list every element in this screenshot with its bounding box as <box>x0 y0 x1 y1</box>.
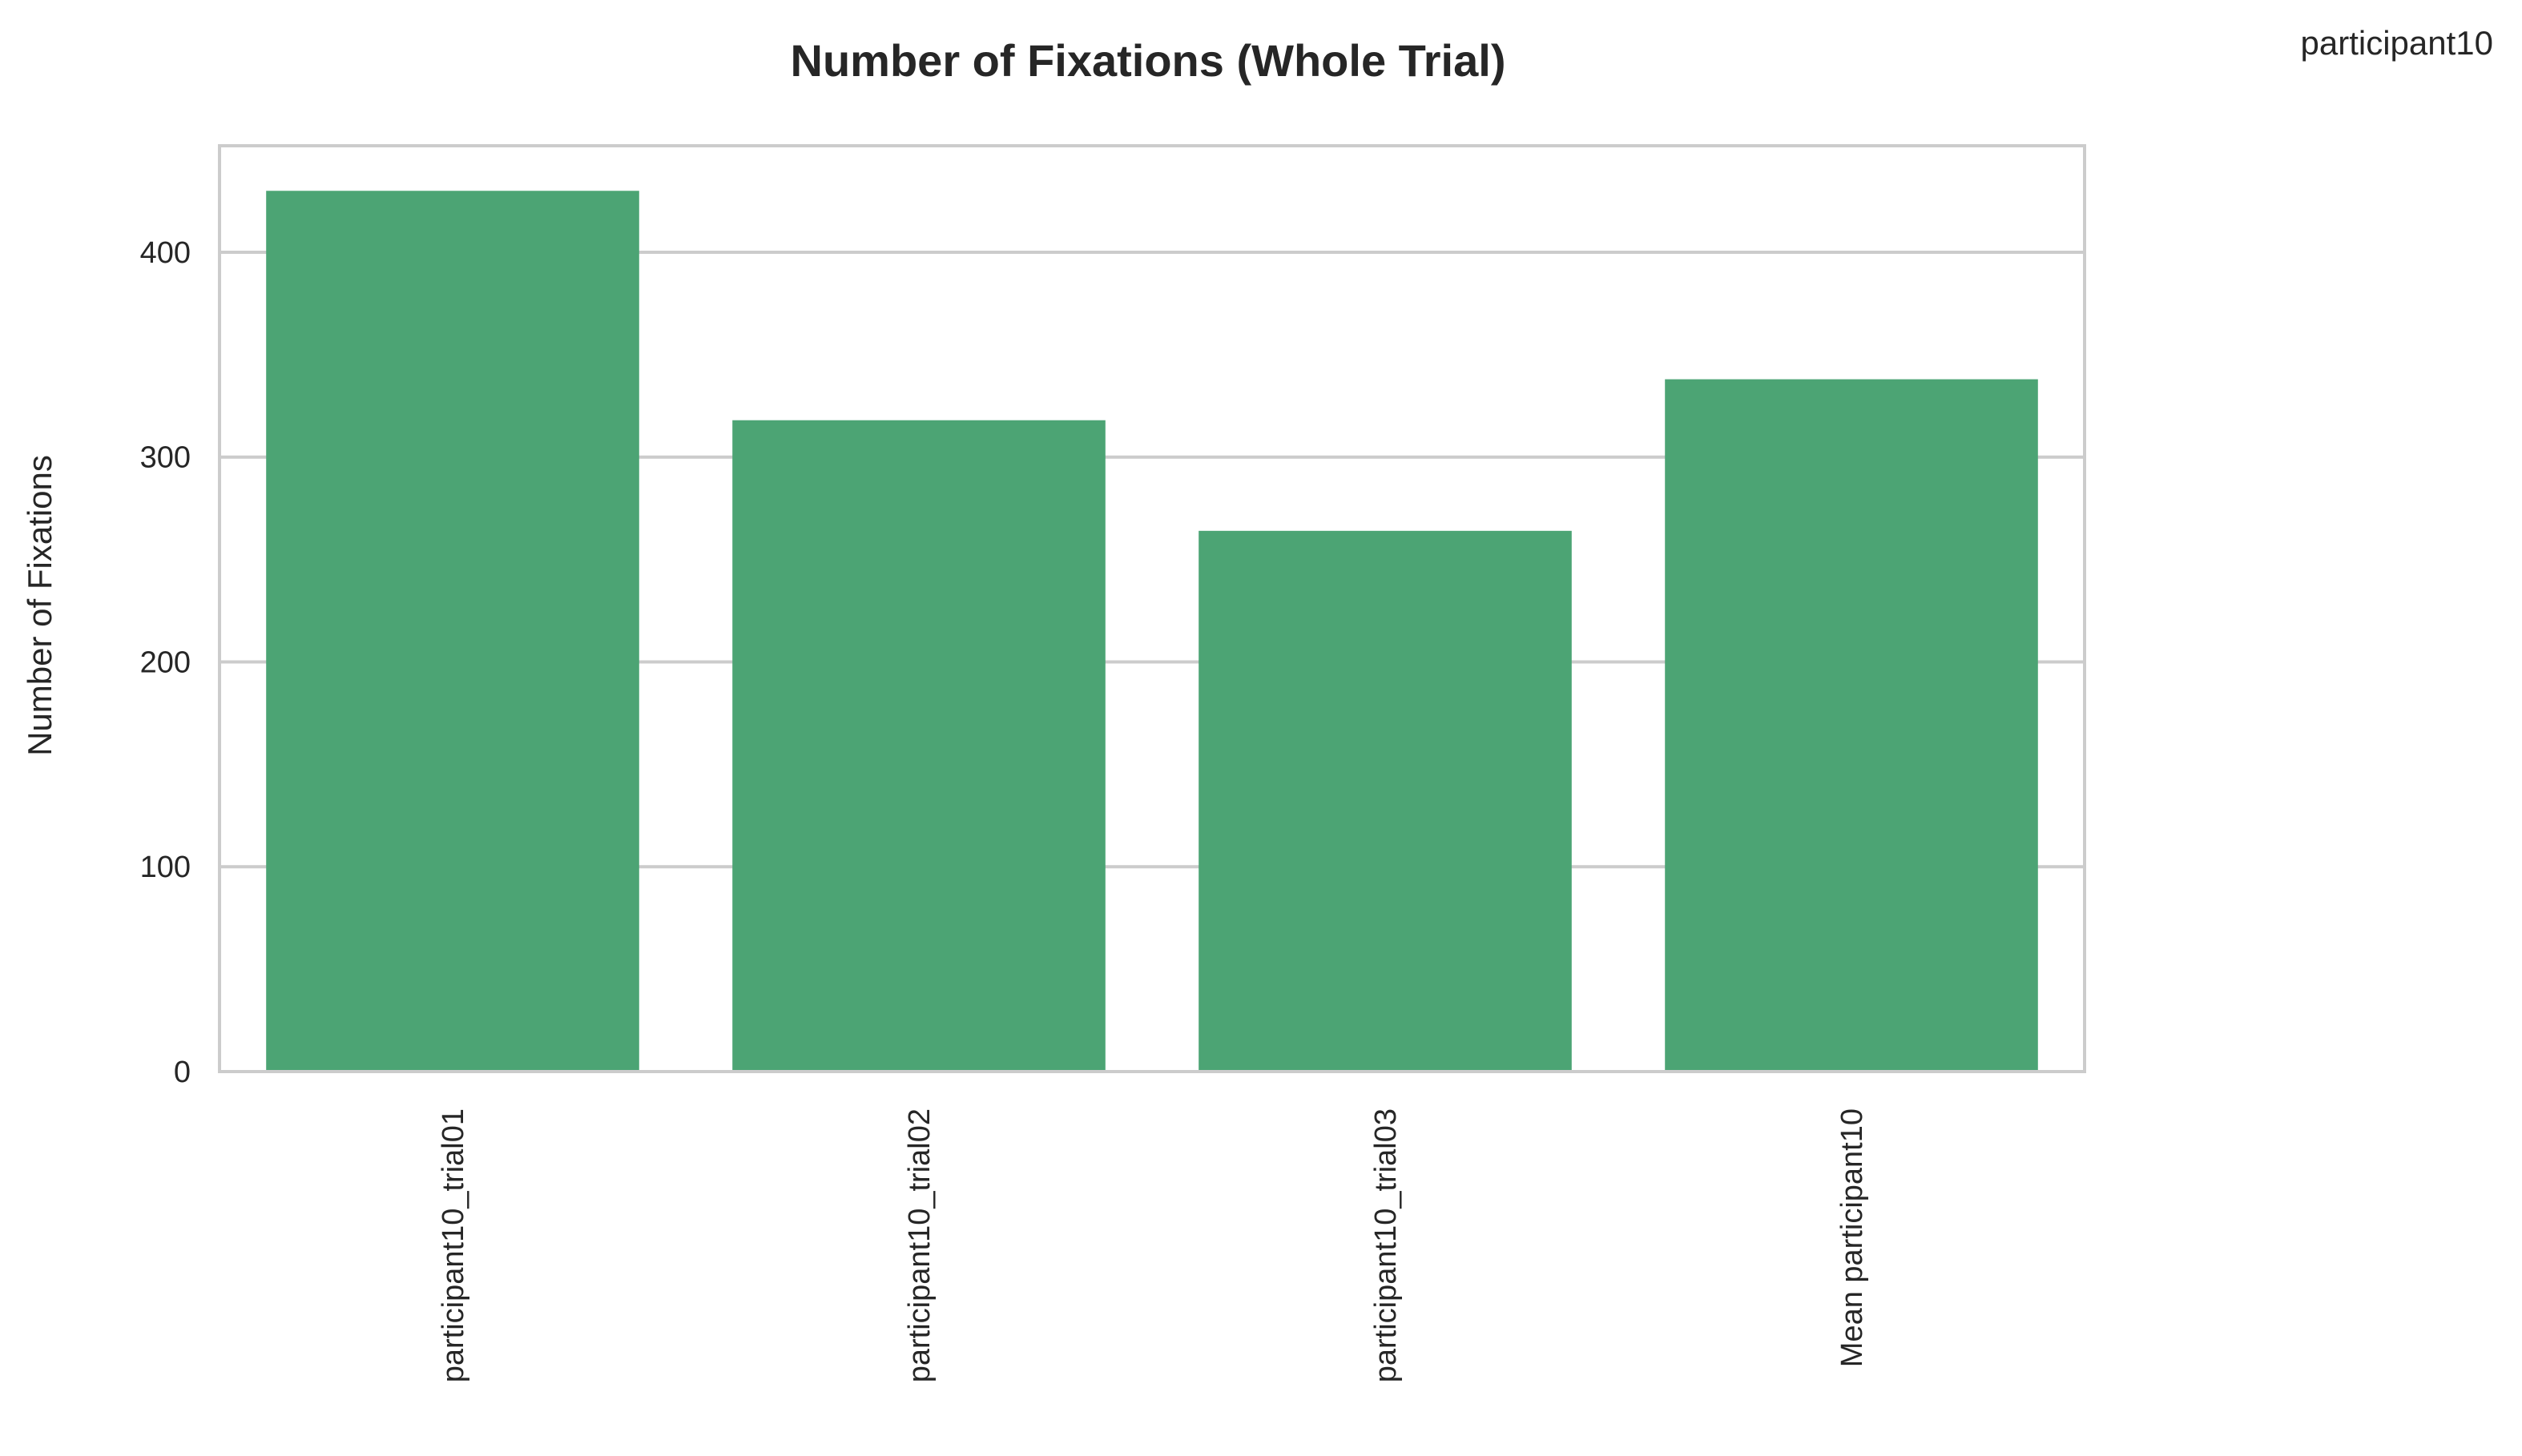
bar <box>1665 379 2038 1071</box>
x-tick-label: participant10_trial01 <box>437 1108 470 1382</box>
x-tick-label: participant10_trial03 <box>1369 1108 1403 1382</box>
x-tick-label: participant10_trial02 <box>903 1108 937 1382</box>
y-tick-labels: 0 100 200 300 400 <box>140 236 191 1089</box>
y-tick-label: 0 <box>174 1056 191 1089</box>
bar <box>1199 530 1572 1070</box>
y-tick-label: 100 <box>140 851 191 884</box>
x-tick-label: Mean participant10 <box>1835 1108 1869 1367</box>
legend-label: participant10 <box>2301 24 2494 62</box>
bar <box>732 420 1106 1070</box>
y-axis-label: Number of Fixations <box>21 455 58 756</box>
plot-frame <box>218 144 2086 1073</box>
bars <box>266 191 2038 1071</box>
chart-title: Number of Fixations (Whole Trial) <box>791 35 1506 86</box>
y-tick-label: 400 <box>140 236 191 270</box>
y-tick-label: 300 <box>140 441 191 475</box>
bar <box>266 191 639 1070</box>
x-tick-labels: participant10_trial01 participant10_trial… <box>437 1108 1869 1382</box>
y-tick-label: 200 <box>140 646 191 679</box>
